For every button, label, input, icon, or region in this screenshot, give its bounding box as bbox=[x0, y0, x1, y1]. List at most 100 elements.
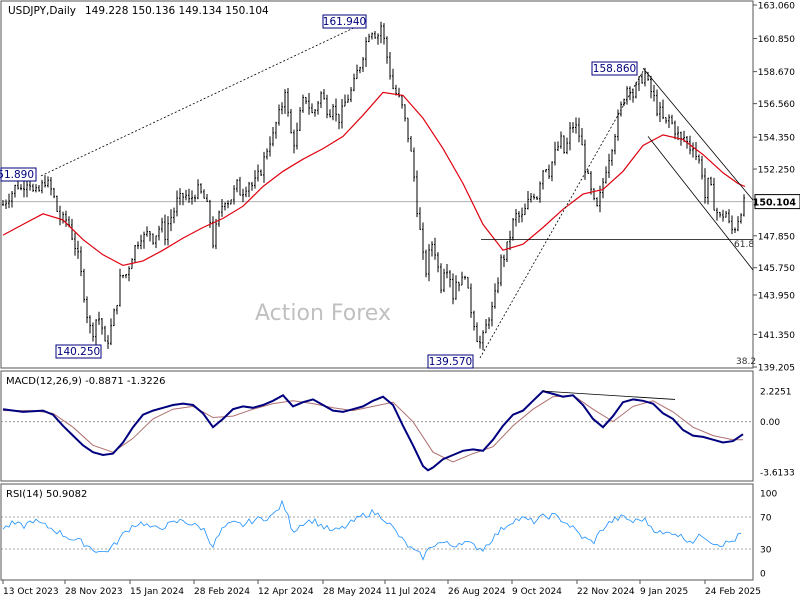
candle bbox=[416, 170, 418, 218]
candle bbox=[656, 89, 658, 117]
candle bbox=[437, 252, 439, 273]
candle bbox=[245, 186, 247, 198]
candle bbox=[284, 89, 286, 114]
annotation-high1-text: 161.940 bbox=[323, 16, 366, 28]
candle bbox=[362, 56, 364, 72]
candle bbox=[65, 210, 67, 227]
candle bbox=[176, 190, 178, 217]
candle bbox=[731, 215, 733, 235]
candle bbox=[122, 274, 124, 279]
candle bbox=[224, 202, 226, 211]
candle bbox=[32, 183, 34, 192]
candle bbox=[167, 216, 169, 246]
candle bbox=[239, 176, 241, 196]
candle bbox=[215, 219, 217, 250]
candle bbox=[545, 168, 547, 173]
candle bbox=[209, 199, 211, 228]
rsi-pane bbox=[0, 483, 754, 581]
candle bbox=[341, 99, 343, 129]
annotation-high2-text: 158.860 bbox=[593, 63, 636, 75]
candle bbox=[554, 141, 556, 166]
candle bbox=[566, 137, 568, 155]
candle bbox=[716, 207, 718, 221]
candle bbox=[347, 94, 349, 103]
candle bbox=[395, 84, 397, 96]
candle bbox=[704, 168, 706, 204]
candle bbox=[29, 181, 31, 191]
candle bbox=[413, 147, 415, 182]
annotation-low1: 140.250 bbox=[55, 344, 102, 359]
candle bbox=[353, 73, 355, 92]
candle bbox=[485, 318, 487, 334]
candle bbox=[302, 94, 304, 113]
candle bbox=[389, 52, 391, 80]
watermark: Action Forex bbox=[255, 301, 391, 326]
candle bbox=[392, 68, 394, 90]
candle bbox=[206, 194, 208, 202]
candle bbox=[692, 142, 694, 158]
candle bbox=[473, 310, 475, 331]
candle bbox=[653, 84, 655, 102]
candle bbox=[449, 270, 451, 288]
candle bbox=[722, 209, 724, 222]
candle bbox=[707, 177, 709, 205]
candle bbox=[146, 226, 148, 237]
candle bbox=[710, 176, 712, 186]
candle bbox=[203, 189, 205, 199]
candle bbox=[185, 189, 187, 201]
candle bbox=[236, 179, 238, 193]
candle bbox=[233, 185, 235, 205]
candle bbox=[536, 196, 538, 200]
trendline-dotted-2 bbox=[479, 70, 644, 359]
candle bbox=[698, 154, 700, 164]
candle bbox=[428, 244, 430, 282]
channel-lower-line bbox=[647, 136, 754, 271]
candle bbox=[581, 127, 583, 146]
annotation-high2: 158.860 bbox=[591, 61, 638, 76]
candle bbox=[164, 214, 166, 246]
candle bbox=[500, 254, 502, 287]
candle bbox=[14, 184, 16, 198]
candle bbox=[269, 136, 271, 157]
candle bbox=[296, 122, 298, 150]
candle bbox=[443, 268, 445, 293]
candle bbox=[620, 101, 622, 117]
candle bbox=[161, 217, 163, 233]
candle bbox=[719, 211, 721, 218]
fib-38-label: 38.2 bbox=[736, 357, 756, 367]
candle bbox=[641, 73, 643, 84]
candle bbox=[137, 241, 139, 250]
candle bbox=[260, 169, 262, 176]
candle bbox=[335, 98, 337, 122]
annotation-low2: 139.570 bbox=[427, 354, 474, 369]
candle bbox=[593, 188, 595, 201]
candle bbox=[350, 86, 352, 103]
candle bbox=[254, 170, 256, 189]
candle bbox=[410, 135, 412, 152]
candle bbox=[155, 235, 157, 249]
candle bbox=[377, 33, 379, 45]
candle bbox=[431, 241, 433, 257]
candle bbox=[596, 197, 598, 207]
candle bbox=[128, 266, 130, 282]
candle bbox=[74, 232, 76, 256]
candle bbox=[623, 98, 625, 106]
candle bbox=[539, 181, 541, 203]
candle bbox=[38, 185, 40, 192]
candle bbox=[356, 64, 358, 80]
candle bbox=[461, 271, 463, 286]
candle bbox=[50, 176, 52, 196]
candle bbox=[35, 184, 37, 193]
candle bbox=[476, 322, 478, 343]
candle bbox=[560, 131, 562, 149]
candle bbox=[590, 171, 592, 195]
candle bbox=[281, 102, 283, 115]
rsi-label: RSI(14) 50.9082 bbox=[6, 489, 87, 500]
candle bbox=[26, 181, 28, 198]
candle bbox=[503, 254, 505, 268]
candle bbox=[44, 175, 46, 188]
macd-axis-label: 0.00 bbox=[760, 418, 780, 428]
candle bbox=[110, 318, 112, 346]
